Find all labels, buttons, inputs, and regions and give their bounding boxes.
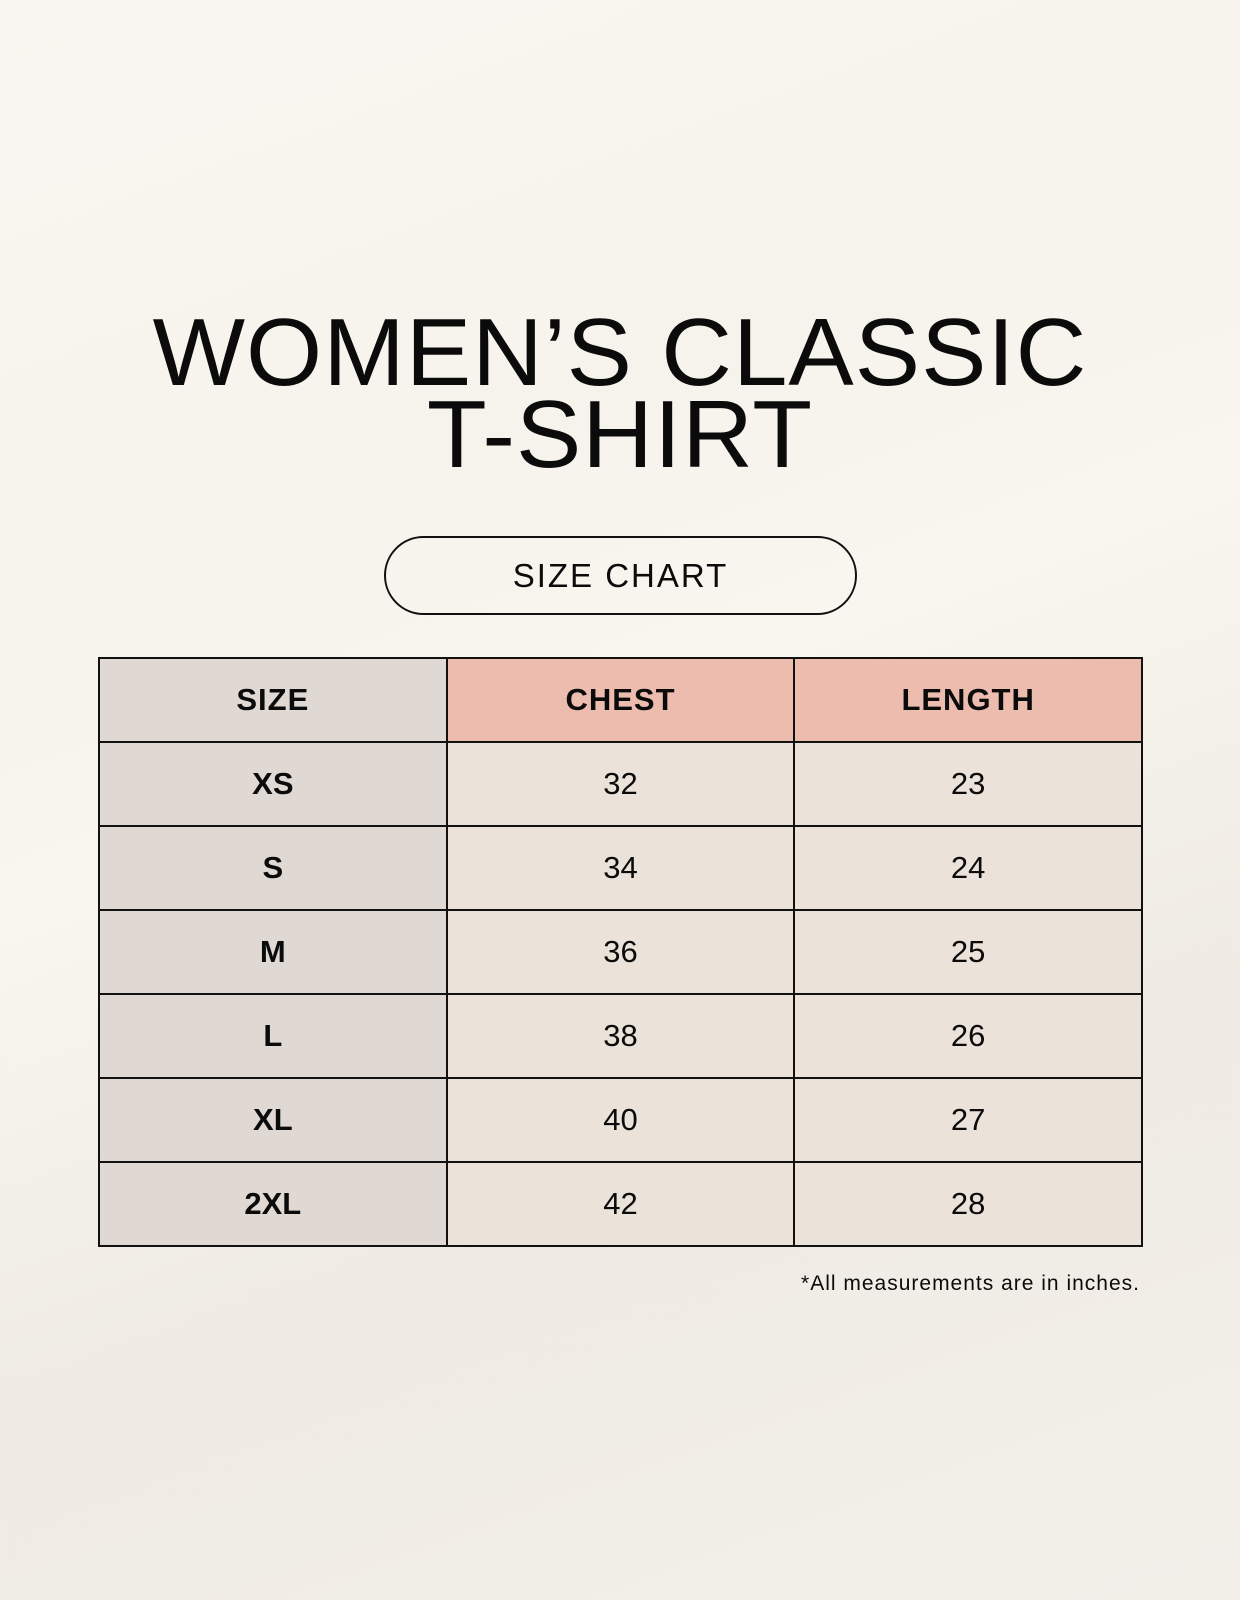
size-table: SIZE CHEST LENGTH XS 32 23 S 34 24 M 36 25 L 38 26 X… <box>98 657 1143 1247</box>
measurement-note: *All measurements are in inches. <box>801 1272 1140 1295</box>
table-row: L 38 26 <box>98 993 1143 1079</box>
table-row: XS 32 23 <box>98 741 1143 827</box>
page-title: WOMEN’S CLASSIC T-SHIRT <box>0 305 1240 483</box>
cell-chest: 34 <box>445 825 796 911</box>
table-row: 2XL 42 28 <box>98 1161 1143 1247</box>
table-header-row: SIZE CHEST LENGTH <box>98 657 1143 743</box>
header-chest: CHEST <box>445 657 796 743</box>
cell-size: XL <box>98 1077 448 1163</box>
cell-chest: 38 <box>445 993 796 1079</box>
cell-chest: 32 <box>445 741 796 827</box>
table-row: S 34 24 <box>98 825 1143 911</box>
cell-size: 2XL <box>98 1161 448 1247</box>
cell-length: 24 <box>793 825 1143 911</box>
cell-chest: 40 <box>445 1077 796 1163</box>
cell-size: L <box>98 993 448 1079</box>
cell-length: 28 <box>793 1161 1143 1247</box>
cell-chest: 42 <box>445 1161 796 1247</box>
cell-length: 23 <box>793 741 1143 827</box>
table-row: XL 40 27 <box>98 1077 1143 1163</box>
header-length: LENGTH <box>793 657 1143 743</box>
title-line-2: T-SHIRT <box>426 381 814 488</box>
title-line-1: WOMEN’S CLASSIC <box>152 299 1088 406</box>
table-row: M 36 25 <box>98 909 1143 995</box>
cell-size: M <box>98 909 448 995</box>
cell-length: 26 <box>793 993 1143 1079</box>
cell-size: XS <box>98 741 448 827</box>
header-size: SIZE <box>98 657 448 743</box>
cell-size: S <box>98 825 448 911</box>
cell-length: 27 <box>793 1077 1143 1163</box>
cell-length: 25 <box>793 909 1143 995</box>
size-chart-badge: SIZE CHART <box>384 536 857 615</box>
cell-chest: 36 <box>445 909 796 995</box>
